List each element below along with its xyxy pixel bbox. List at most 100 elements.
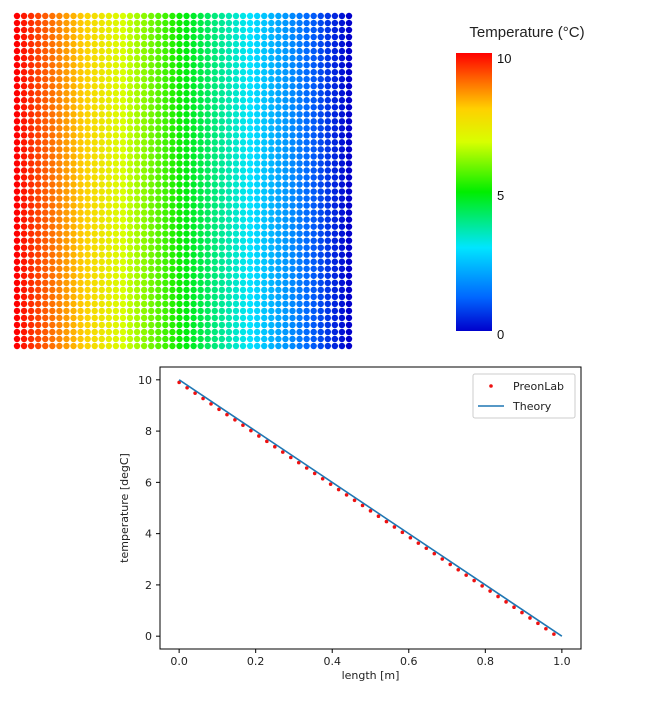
particle (296, 195, 303, 202)
particle (169, 111, 176, 118)
particle (20, 47, 28, 55)
particle (126, 90, 134, 97)
particle (225, 19, 233, 27)
particle (70, 335, 77, 343)
particle (119, 167, 127, 174)
data-point-preonlab (376, 514, 381, 518)
particle (345, 68, 353, 76)
particle (310, 279, 317, 287)
particle (91, 272, 98, 279)
particle (296, 125, 303, 132)
particle (239, 104, 247, 111)
particle (112, 335, 120, 343)
particle (63, 258, 70, 265)
particle (253, 146, 261, 153)
particle (197, 307, 204, 315)
particle (34, 111, 42, 118)
particle (310, 139, 317, 146)
particle (105, 342, 113, 350)
particle (162, 195, 169, 202)
particle (133, 251, 141, 258)
particle (133, 125, 141, 132)
particle (176, 160, 183, 167)
particle (112, 111, 120, 118)
particle (105, 146, 113, 153)
particle (331, 33, 339, 41)
particle (176, 104, 183, 111)
particle (112, 174, 120, 181)
particle (239, 61, 247, 69)
particle (169, 19, 176, 27)
particle (268, 328, 275, 336)
particle (324, 90, 332, 97)
particle (98, 19, 105, 27)
particle (105, 265, 113, 272)
particle (218, 328, 226, 336)
particle (98, 342, 105, 350)
particle (70, 160, 77, 167)
particle (289, 209, 296, 216)
particle (13, 132, 21, 139)
particle (338, 223, 346, 230)
particle (20, 251, 28, 258)
particle (232, 139, 240, 146)
particle (155, 146, 162, 153)
particle (20, 12, 28, 20)
particle (204, 342, 211, 350)
particle (197, 251, 204, 258)
particle (169, 293, 176, 301)
particle (317, 223, 324, 230)
particle (20, 40, 28, 48)
particle (20, 237, 28, 244)
data-point-preonlab (336, 487, 341, 492)
particle (303, 26, 310, 34)
particle (155, 75, 162, 83)
particle (42, 321, 49, 329)
particle (211, 54, 218, 62)
particle (84, 237, 91, 244)
particle (289, 258, 296, 265)
particle (289, 54, 296, 62)
particle (148, 202, 155, 209)
particle (105, 314, 113, 322)
particle (70, 125, 77, 132)
particle (239, 307, 247, 315)
particle (253, 321, 261, 329)
particle (13, 216, 21, 223)
particle (338, 328, 346, 336)
particle (105, 97, 113, 104)
particle (253, 90, 261, 97)
particle (338, 68, 346, 76)
particle (289, 118, 296, 125)
particle (232, 321, 240, 329)
particle (63, 223, 70, 230)
particle (34, 12, 42, 20)
particle (105, 258, 113, 265)
particle (119, 125, 127, 132)
particle (155, 279, 162, 287)
x-tick-label: 0.6 (400, 655, 418, 668)
particle (169, 300, 176, 308)
particle (13, 300, 21, 308)
particle (268, 90, 275, 97)
particle (63, 54, 70, 62)
particle (169, 244, 176, 251)
particle (126, 293, 134, 301)
particle (176, 342, 183, 350)
particle (133, 181, 141, 188)
particle (232, 307, 240, 315)
particle (42, 160, 49, 167)
particle (282, 174, 289, 181)
x-axis-label: length [m] (342, 669, 400, 682)
particle (324, 237, 332, 244)
particle (98, 265, 105, 272)
particle (324, 12, 332, 20)
particle (20, 167, 28, 174)
particle (119, 237, 127, 244)
particle (105, 167, 113, 174)
particle (119, 209, 127, 216)
particle (63, 314, 70, 322)
particle (324, 223, 332, 230)
particle (204, 125, 211, 132)
particle (105, 195, 113, 202)
